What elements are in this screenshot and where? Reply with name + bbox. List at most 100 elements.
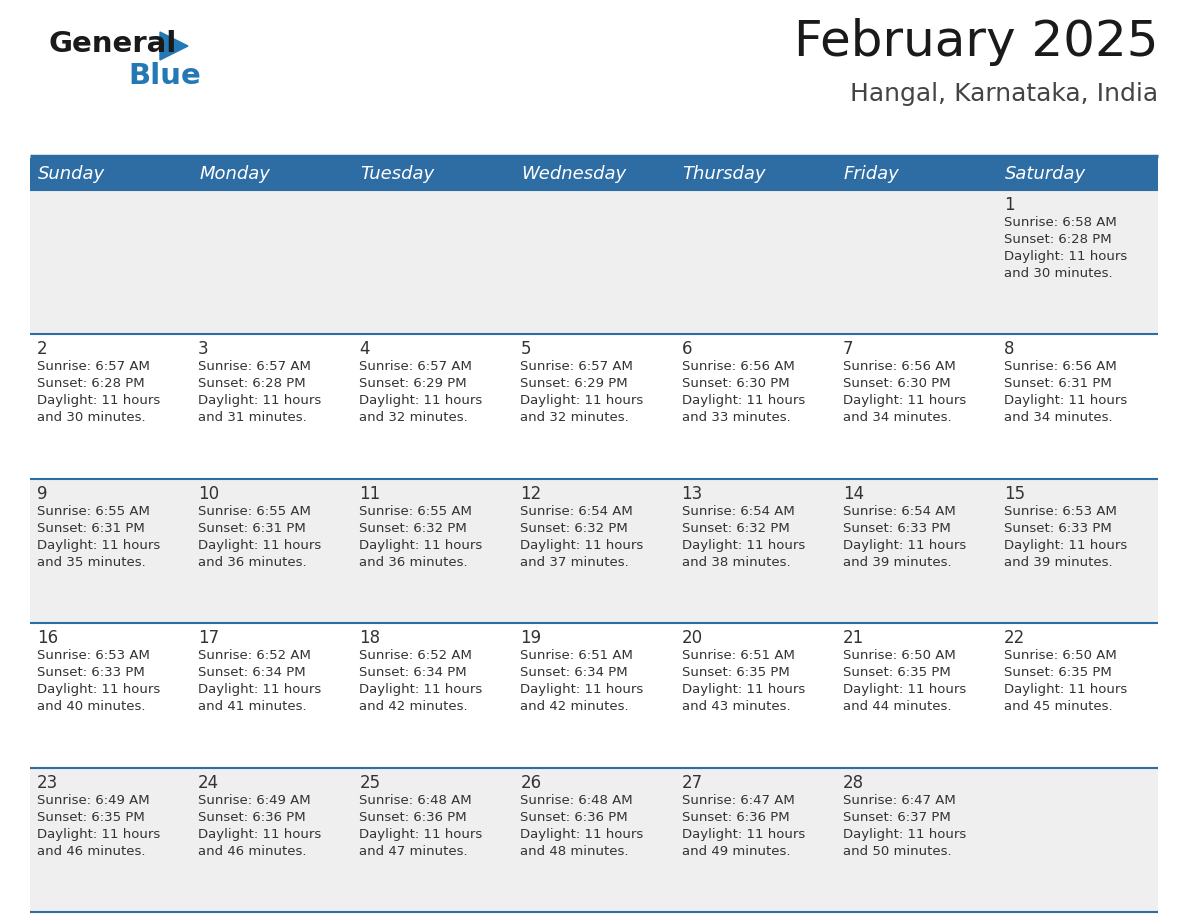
Text: and 41 minutes.: and 41 minutes.: [198, 700, 307, 713]
Text: Blue: Blue: [128, 62, 201, 90]
Text: 15: 15: [1004, 485, 1025, 503]
Text: Sunrise: 6:52 AM: Sunrise: 6:52 AM: [359, 649, 472, 662]
Text: Daylight: 11 hours: Daylight: 11 hours: [682, 828, 804, 841]
Text: Sunset: 6:33 PM: Sunset: 6:33 PM: [37, 666, 145, 679]
Text: Tuesday: Tuesday: [360, 165, 435, 183]
Text: Daylight: 11 hours: Daylight: 11 hours: [520, 683, 644, 696]
Text: 7: 7: [842, 341, 853, 358]
Bar: [997, 767, 1158, 912]
Text: Sunrise: 6:54 AM: Sunrise: 6:54 AM: [842, 505, 955, 518]
Text: 6: 6: [682, 341, 693, 358]
Text: 26: 26: [520, 774, 542, 791]
Bar: [353, 479, 513, 623]
Text: Sunrise: 6:50 AM: Sunrise: 6:50 AM: [1004, 649, 1117, 662]
Text: and 31 minutes.: and 31 minutes.: [198, 411, 307, 424]
Bar: [353, 190, 513, 334]
Text: Sunset: 6:29 PM: Sunset: 6:29 PM: [520, 377, 628, 390]
Bar: [675, 479, 835, 623]
Text: 13: 13: [682, 485, 703, 503]
Text: Daylight: 11 hours: Daylight: 11 hours: [682, 395, 804, 408]
Text: 12: 12: [520, 485, 542, 503]
Text: and 50 minutes.: and 50 minutes.: [842, 845, 952, 857]
Text: Daylight: 11 hours: Daylight: 11 hours: [198, 539, 322, 552]
Text: Sunset: 6:36 PM: Sunset: 6:36 PM: [520, 811, 628, 823]
Bar: [997, 623, 1158, 767]
Text: Thursday: Thursday: [683, 165, 766, 183]
Text: Sunrise: 6:57 AM: Sunrise: 6:57 AM: [198, 361, 311, 374]
Bar: [30, 767, 191, 912]
Text: 28: 28: [842, 774, 864, 791]
Text: Friday: Friday: [843, 165, 899, 183]
Text: Daylight: 11 hours: Daylight: 11 hours: [359, 683, 482, 696]
Text: Daylight: 11 hours: Daylight: 11 hours: [37, 395, 160, 408]
Text: 5: 5: [520, 341, 531, 358]
Text: Sunrise: 6:49 AM: Sunrise: 6:49 AM: [37, 793, 150, 807]
Bar: [191, 767, 353, 912]
Text: Sunrise: 6:53 AM: Sunrise: 6:53 AM: [1004, 505, 1117, 518]
Text: Sunset: 6:35 PM: Sunset: 6:35 PM: [37, 811, 145, 823]
Text: 10: 10: [198, 485, 220, 503]
Text: and 35 minutes.: and 35 minutes.: [37, 555, 146, 569]
Text: Sunset: 6:36 PM: Sunset: 6:36 PM: [682, 811, 789, 823]
Text: Sunset: 6:28 PM: Sunset: 6:28 PM: [37, 377, 145, 390]
Bar: [191, 479, 353, 623]
Text: Daylight: 11 hours: Daylight: 11 hours: [37, 828, 160, 841]
Text: 2: 2: [37, 341, 48, 358]
Text: and 34 minutes.: and 34 minutes.: [842, 411, 952, 424]
Text: Sunset: 6:34 PM: Sunset: 6:34 PM: [359, 666, 467, 679]
Bar: [353, 767, 513, 912]
Text: and 42 minutes.: and 42 minutes.: [359, 700, 468, 713]
Bar: [675, 767, 835, 912]
Bar: [835, 158, 997, 190]
Text: Sunrise: 6:58 AM: Sunrise: 6:58 AM: [1004, 216, 1117, 229]
Text: Sunrise: 6:57 AM: Sunrise: 6:57 AM: [520, 361, 633, 374]
Text: 19: 19: [520, 629, 542, 647]
Text: 4: 4: [359, 341, 369, 358]
Bar: [30, 623, 191, 767]
Bar: [675, 334, 835, 479]
Text: and 43 minutes.: and 43 minutes.: [682, 700, 790, 713]
Text: Sunset: 6:35 PM: Sunset: 6:35 PM: [1004, 666, 1112, 679]
Text: Daylight: 11 hours: Daylight: 11 hours: [37, 539, 160, 552]
Text: Sunset: 6:36 PM: Sunset: 6:36 PM: [198, 811, 305, 823]
Text: Sunrise: 6:54 AM: Sunrise: 6:54 AM: [682, 505, 795, 518]
Bar: [835, 623, 997, 767]
Text: 23: 23: [37, 774, 58, 791]
Text: and 40 minutes.: and 40 minutes.: [37, 700, 145, 713]
Text: Wednesday: Wednesday: [522, 165, 626, 183]
Text: and 33 minutes.: and 33 minutes.: [682, 411, 790, 424]
Text: Daylight: 11 hours: Daylight: 11 hours: [520, 395, 644, 408]
Text: Daylight: 11 hours: Daylight: 11 hours: [682, 539, 804, 552]
Text: Sunrise: 6:54 AM: Sunrise: 6:54 AM: [520, 505, 633, 518]
Text: Daylight: 11 hours: Daylight: 11 hours: [198, 683, 322, 696]
Text: Sunset: 6:28 PM: Sunset: 6:28 PM: [198, 377, 305, 390]
Text: Daylight: 11 hours: Daylight: 11 hours: [1004, 539, 1127, 552]
Text: Sunset: 6:35 PM: Sunset: 6:35 PM: [682, 666, 789, 679]
Text: Sunrise: 6:51 AM: Sunrise: 6:51 AM: [520, 649, 633, 662]
Bar: [30, 158, 191, 190]
Text: Daylight: 11 hours: Daylight: 11 hours: [198, 395, 322, 408]
Bar: [997, 158, 1158, 190]
Text: 11: 11: [359, 485, 380, 503]
Bar: [675, 158, 835, 190]
Text: and 42 minutes.: and 42 minutes.: [520, 700, 630, 713]
Text: and 30 minutes.: and 30 minutes.: [1004, 267, 1112, 280]
Text: Sunset: 6:30 PM: Sunset: 6:30 PM: [682, 377, 789, 390]
Text: Sunrise: 6:47 AM: Sunrise: 6:47 AM: [842, 793, 955, 807]
Text: Sunrise: 6:48 AM: Sunrise: 6:48 AM: [359, 793, 472, 807]
Text: Sunrise: 6:50 AM: Sunrise: 6:50 AM: [842, 649, 955, 662]
Bar: [191, 334, 353, 479]
Text: Daylight: 11 hours: Daylight: 11 hours: [1004, 683, 1127, 696]
Text: 17: 17: [198, 629, 220, 647]
Text: Sunset: 6:31 PM: Sunset: 6:31 PM: [198, 521, 305, 535]
Text: 8: 8: [1004, 341, 1015, 358]
Bar: [513, 334, 675, 479]
Text: Sunset: 6:33 PM: Sunset: 6:33 PM: [1004, 521, 1112, 535]
Bar: [997, 190, 1158, 334]
Text: Daylight: 11 hours: Daylight: 11 hours: [842, 395, 966, 408]
Bar: [513, 479, 675, 623]
Text: Sunrise: 6:57 AM: Sunrise: 6:57 AM: [37, 361, 150, 374]
Text: Daylight: 11 hours: Daylight: 11 hours: [359, 395, 482, 408]
Text: Sunset: 6:29 PM: Sunset: 6:29 PM: [359, 377, 467, 390]
Text: Daylight: 11 hours: Daylight: 11 hours: [842, 828, 966, 841]
